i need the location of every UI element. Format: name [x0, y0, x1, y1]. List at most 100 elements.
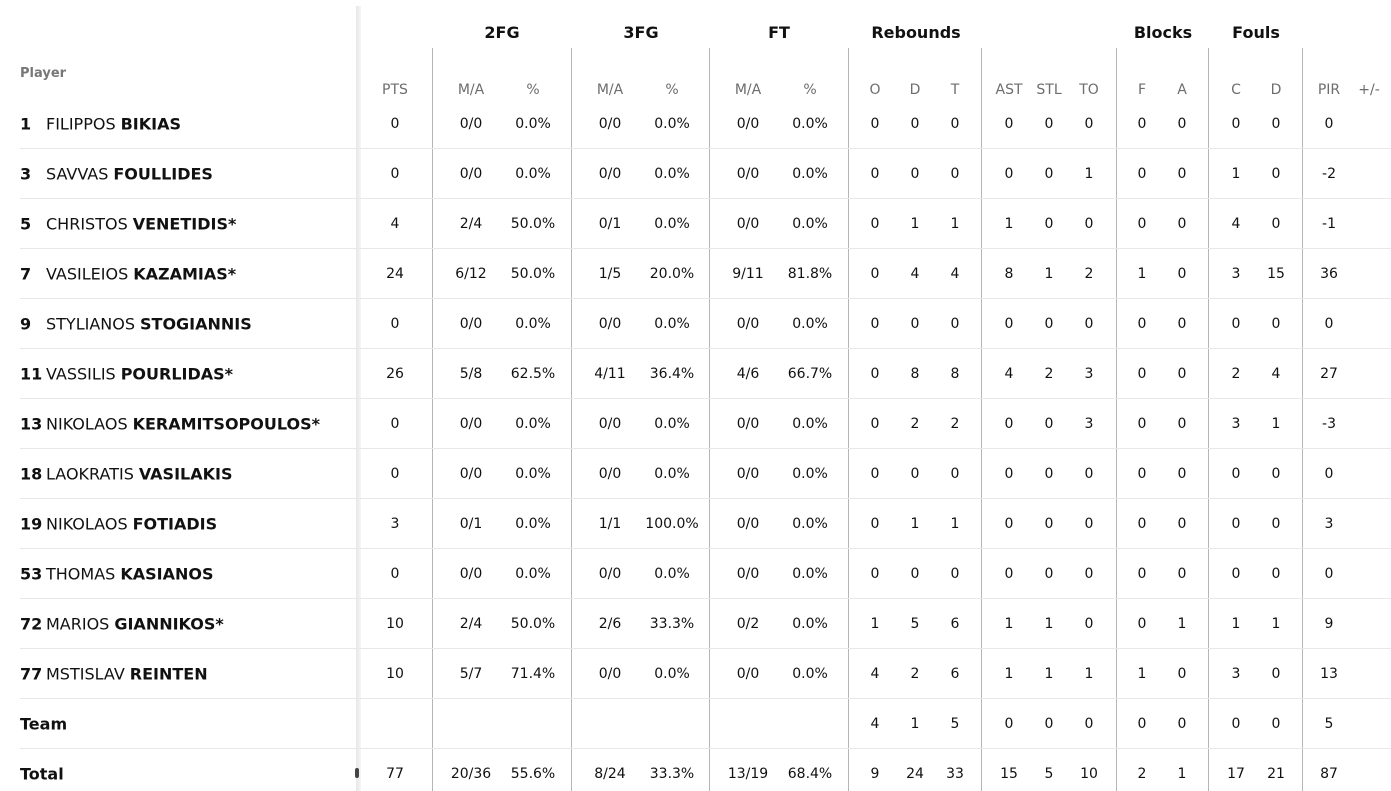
stat-cell-foul_c: 3: [1231, 266, 1241, 282]
column-header-ft_ma[interactable]: M/A: [734, 82, 762, 98]
column-header-ast[interactable]: AST: [995, 82, 1023, 98]
stat-cell-pts: 77: [386, 766, 404, 782]
stat-cell-fg2_pct: 50.0%: [510, 216, 556, 232]
stat-cell-ast: 0: [1004, 466, 1014, 482]
player-first-name: LAOKRATIS: [46, 464, 134, 484]
stat-cell-fg3_pct: 0.0%: [654, 666, 690, 682]
column-header-fg2_ma[interactable]: M/A: [457, 82, 485, 98]
stat-cell-ft_pct: 0.0%: [792, 516, 828, 532]
stat-cell-fg2_ma: 0/0: [459, 566, 483, 582]
player-number: 77: [20, 664, 43, 684]
player-last-name: VENETIDIS: [132, 214, 228, 234]
stat-cell-ast: 0: [1004, 316, 1014, 332]
column-header-pts[interactable]: PTS: [382, 82, 408, 98]
starter-marker: *: [215, 614, 224, 634]
stat-cell-pir: -1: [1322, 216, 1336, 232]
stat-cell-stl: 0: [1044, 466, 1054, 482]
stat-cell-foul_d: 0: [1271, 566, 1281, 582]
player-column-header[interactable]: Player: [20, 66, 67, 81]
player-first-name: THOMAS: [46, 564, 116, 584]
stat-cell-reb_o: 9: [870, 766, 880, 782]
stat-cell-foul_d: 15: [1267, 266, 1285, 282]
column-header-reb_o[interactable]: O: [869, 82, 881, 98]
stat-cell-ast: 1: [1004, 216, 1014, 232]
column-divider: [432, 48, 433, 791]
column-header-ft_pct[interactable]: %: [803, 82, 817, 98]
stat-cell-to: 0: [1084, 566, 1094, 582]
player-name[interactable]: 72 MARIOS GIANNIKOS *: [20, 615, 224, 634]
stat-cell-reb_d: 4: [910, 266, 920, 282]
column-header-foul_c[interactable]: C: [1231, 82, 1241, 98]
stat-cell-foul_c: 17: [1227, 766, 1245, 782]
column-header-pm[interactable]: +/-: [1358, 82, 1380, 98]
column-header-blk_a[interactable]: A: [1177, 82, 1187, 98]
player-number: 9: [20, 314, 32, 334]
column-header-foul_d[interactable]: D: [1270, 82, 1282, 98]
stat-cell-ft_ma: 0/0: [736, 666, 760, 682]
player-name[interactable]: 53 THOMAS KASIANOS: [20, 565, 213, 584]
stat-cell-pir: 27: [1320, 366, 1338, 382]
stat-cell-reb_t: 0: [950, 566, 960, 582]
player-name[interactable]: 7 VASILEIOS KAZAMIAS *: [20, 265, 236, 284]
stat-cell-foul_d: 0: [1271, 666, 1281, 682]
stat-cell-ft_pct: 68.4%: [787, 766, 833, 782]
player-name[interactable]: 9 STYLIANOS STOGIANNIS: [20, 315, 252, 334]
stat-cell-ast: 4: [1004, 366, 1014, 382]
stat-cell-fg2_pct: 0.0%: [515, 516, 551, 532]
stat-cell-reb_o: 0: [870, 266, 880, 282]
player-name[interactable]: 18 LAOKRATIS VASILAKIS: [20, 465, 232, 484]
team-row-label: Team: [20, 714, 68, 734]
stat-cell-fg3_pct: 20.0%: [649, 266, 695, 282]
stat-cell-fg2_pct: 0.0%: [515, 566, 551, 582]
stat-cell-ft_pct: 0.0%: [792, 216, 828, 232]
column-header-stl[interactable]: STL: [1036, 82, 1062, 98]
row-separator: [20, 498, 1391, 499]
player-name[interactable]: 1 FILIPPOS BIKIAS: [20, 115, 181, 134]
player-last-name: FOTIADIS: [132, 514, 218, 534]
stat-cell-fg2_pct: 0.0%: [515, 116, 551, 132]
group-header-rebounds: Rebounds: [871, 23, 961, 42]
row-separator: [20, 698, 1391, 699]
stat-cell-ft_ma: 0/0: [736, 216, 760, 232]
stat-cell-ft_ma: 0/0: [736, 316, 760, 332]
stat-cell-pir: 0: [1324, 316, 1334, 332]
player-name[interactable]: 5 CHRISTOS VENETIDIS *: [20, 215, 236, 234]
column-header-pir[interactable]: PIR: [1317, 82, 1341, 98]
stat-cell-reb_d: 8: [910, 366, 920, 382]
stat-cell-to: 1: [1084, 666, 1094, 682]
scroll-indicator[interactable]: [355, 768, 359, 778]
player-name[interactable]: 77 MSTISLAV REINTEN: [20, 665, 208, 684]
stat-cell-ft_ma: 0/0: [736, 416, 760, 432]
stat-cell-stl: 1: [1044, 616, 1054, 632]
column-header-blk_f[interactable]: F: [1137, 82, 1147, 98]
starter-marker: *: [224, 364, 234, 384]
stat-cell-foul_c: 3: [1231, 416, 1241, 432]
stat-cell-to: 1: [1084, 166, 1094, 182]
stat-cell-foul_c: 0: [1231, 716, 1241, 732]
stat-cell-blk_f: 0: [1137, 716, 1147, 732]
player-name[interactable]: 11 VASSILIS POURLIDAS *: [20, 365, 233, 384]
column-header-fg3_ma[interactable]: M/A: [596, 82, 624, 98]
stat-cell-foul_d: 0: [1271, 216, 1281, 232]
player-name[interactable]: 13 NIKOLAOS KERAMITSOPOULOS *: [20, 415, 320, 434]
stat-cell-blk_f: 0: [1137, 366, 1147, 382]
column-header-fg2_pct[interactable]: %: [526, 82, 540, 98]
stat-cell-ast: 8: [1004, 266, 1014, 282]
stat-cell-fg2_ma: 20/36: [450, 766, 492, 782]
stat-cell-fg3_pct: 0.0%: [654, 416, 690, 432]
column-divider: [1116, 48, 1117, 791]
column-header-reb_t[interactable]: T: [950, 82, 960, 98]
column-header-fg3_pct[interactable]: %: [665, 82, 679, 98]
player-name[interactable]: 19 NIKOLAOS FOTIADIS: [20, 515, 217, 534]
row-separator: [20, 648, 1391, 649]
stat-cell-pir: 3: [1324, 516, 1334, 532]
stat-cell-fg2_pct: 50.0%: [510, 616, 556, 632]
column-header-reb_d[interactable]: D: [909, 82, 921, 98]
stat-cell-blk_f: 0: [1137, 116, 1147, 132]
column-header-to[interactable]: TO: [1079, 82, 1099, 98]
stat-cell-foul_d: 0: [1271, 116, 1281, 132]
player-name[interactable]: 3 SAVVAS FOULLIDES: [20, 165, 213, 184]
stat-cell-blk_a: 0: [1177, 316, 1187, 332]
stat-cell-to: 0: [1084, 316, 1094, 332]
